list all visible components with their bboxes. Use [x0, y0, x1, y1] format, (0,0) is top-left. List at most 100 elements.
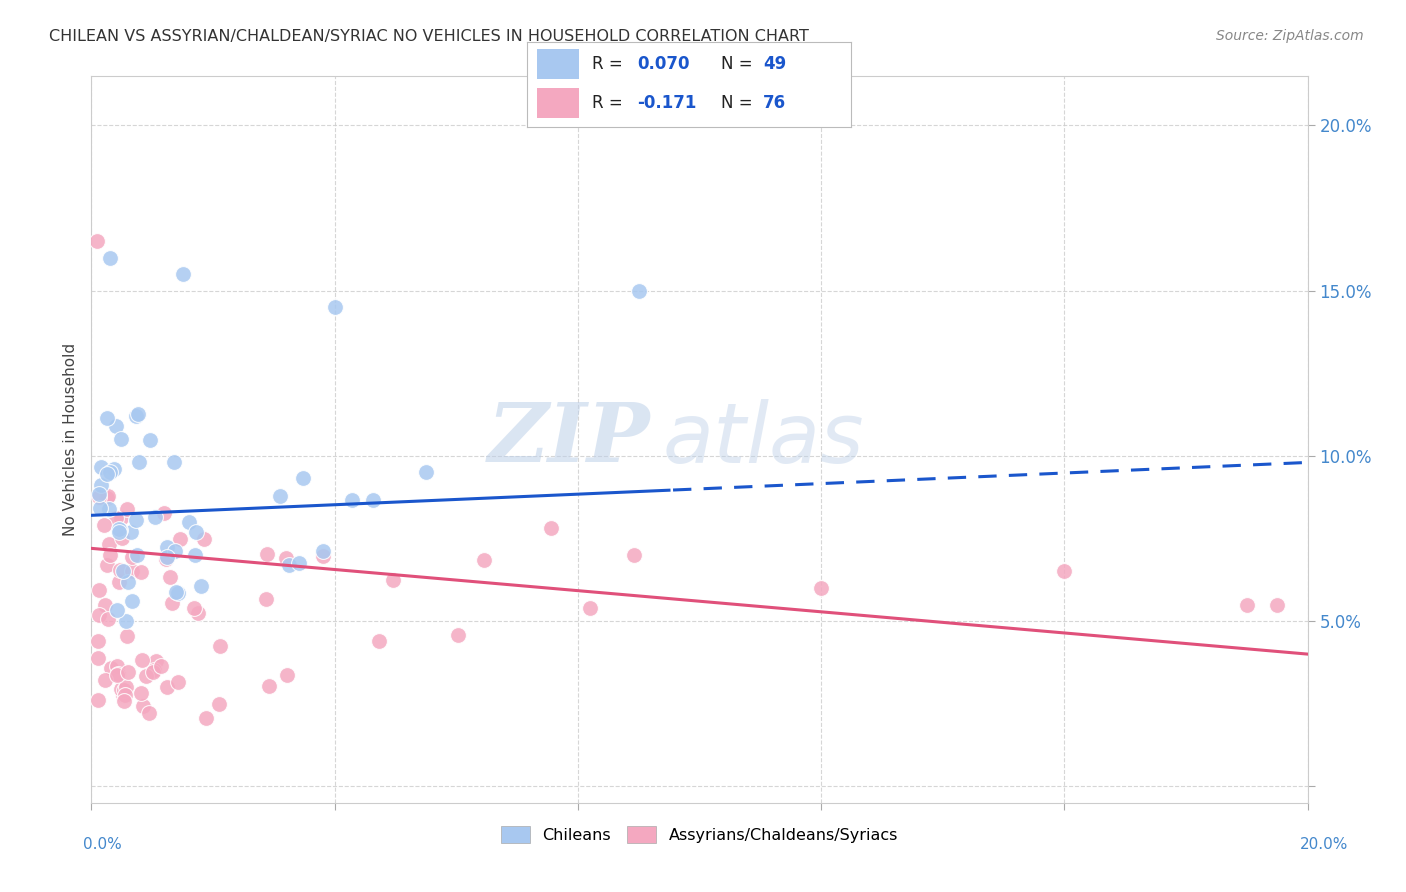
Point: [184, 548, 207, 562]
Point: [90, 459, 112, 474]
Point: [167, 586, 190, 600]
Point: [269, 489, 291, 503]
Point: [323, 300, 346, 314]
Point: [579, 600, 602, 615]
Text: 0.0%: 0.0%: [83, 838, 122, 852]
Point: [132, 698, 155, 713]
Point: [98, 465, 121, 479]
Point: [162, 596, 184, 610]
Point: [112, 694, 135, 708]
Point: [125, 409, 148, 423]
Point: [163, 455, 186, 469]
Point: [184, 524, 207, 539]
Point: [111, 689, 134, 703]
Text: -0.171: -0.171: [637, 94, 696, 112]
Point: [96, 491, 118, 506]
Point: [108, 563, 131, 577]
Point: [163, 544, 186, 558]
Point: [115, 614, 138, 628]
Point: [155, 552, 177, 566]
Point: [87, 693, 110, 707]
Point: [89, 608, 111, 623]
Text: 49: 49: [763, 55, 786, 73]
Point: [105, 602, 128, 616]
Point: [167, 674, 190, 689]
Point: [112, 564, 135, 578]
Point: [110, 681, 132, 696]
Point: [121, 594, 143, 608]
Point: [131, 566, 153, 580]
Point: [623, 548, 645, 562]
Point: [361, 492, 384, 507]
Text: 76: 76: [763, 94, 786, 112]
Point: [149, 658, 172, 673]
Text: R =: R =: [592, 55, 628, 73]
Point: [274, 551, 297, 566]
Point: [115, 502, 138, 516]
Point: [87, 582, 110, 597]
Point: [98, 251, 121, 265]
Text: atlas: atlas: [664, 399, 865, 480]
Point: [183, 601, 205, 615]
Text: 0.070: 0.070: [637, 55, 690, 73]
Point: [142, 665, 165, 679]
Point: [1053, 565, 1076, 579]
Point: [278, 558, 301, 573]
Point: [540, 521, 562, 535]
Text: R =: R =: [592, 94, 628, 112]
Point: [115, 680, 138, 694]
Point: [312, 549, 335, 563]
Point: [90, 477, 112, 491]
Text: Source: ZipAtlas.com: Source: ZipAtlas.com: [1216, 29, 1364, 43]
Point: [127, 407, 149, 421]
Legend: Chileans, Assyrians/Chaldeans/Syriacs: Chileans, Assyrians/Chaldeans/Syriacs: [495, 819, 904, 849]
Point: [96, 467, 118, 482]
Point: [105, 668, 128, 682]
Point: [105, 658, 128, 673]
Point: [129, 686, 152, 700]
Point: [165, 584, 187, 599]
Point: [107, 524, 129, 539]
Point: [103, 461, 125, 475]
Point: [627, 284, 650, 298]
Point: [105, 419, 128, 434]
Point: [93, 517, 115, 532]
Point: [172, 267, 194, 281]
Point: [128, 455, 150, 469]
Point: [96, 558, 118, 573]
Point: [381, 573, 404, 587]
Point: [145, 654, 167, 668]
Point: [86, 234, 108, 248]
Point: [153, 506, 176, 520]
Point: [100, 661, 122, 675]
Point: [112, 683, 135, 698]
Point: [87, 634, 110, 648]
Point: [117, 665, 139, 679]
Point: [96, 411, 118, 425]
Text: N =: N =: [721, 55, 758, 73]
Point: [1236, 598, 1258, 612]
Point: [121, 564, 143, 578]
Point: [121, 549, 143, 564]
Point: [415, 466, 437, 480]
Point: [159, 569, 181, 583]
Point: [111, 532, 134, 546]
Point: [97, 501, 120, 516]
Point: [156, 541, 179, 555]
Point: [187, 606, 209, 620]
Point: [131, 653, 153, 667]
Point: [110, 432, 132, 446]
Point: [108, 575, 131, 590]
Point: [208, 639, 231, 653]
Point: [107, 523, 129, 537]
Text: CHILEAN VS ASSYRIAN/CHALDEAN/SYRIAC NO VEHICLES IN HOUSEHOLD CORRELATION CHART: CHILEAN VS ASSYRIAN/CHALDEAN/SYRIAC NO V…: [49, 29, 808, 44]
Point: [115, 629, 138, 643]
Point: [810, 581, 832, 595]
Text: N =: N =: [721, 94, 758, 112]
Point: [169, 532, 191, 546]
Point: [447, 628, 470, 642]
Point: [143, 509, 166, 524]
Point: [97, 612, 120, 626]
Point: [97, 537, 120, 551]
Point: [194, 710, 217, 724]
